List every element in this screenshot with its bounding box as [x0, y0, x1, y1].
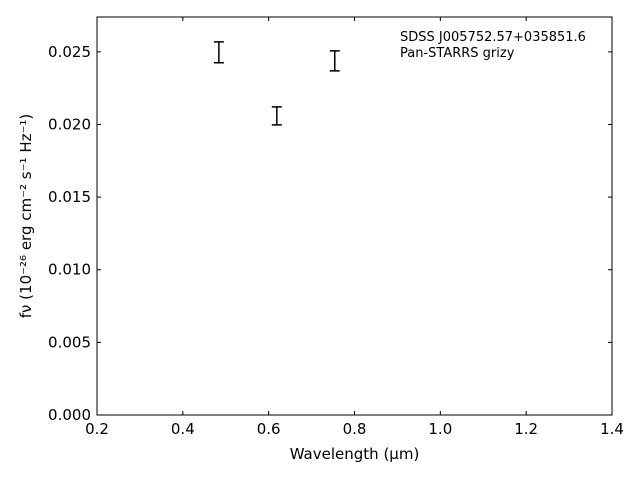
y-tick-label: 0.015 — [48, 188, 91, 206]
y-tick-label: 0.025 — [48, 43, 91, 61]
y-tick-label: 0.005 — [48, 333, 91, 351]
plot-frame — [96, 16, 613, 416]
y-tick-label: 0.010 — [48, 261, 91, 279]
x-axis-label: Wavelength (μm) — [290, 445, 420, 463]
x-tick-label: 1.0 — [428, 420, 452, 438]
x-tick-label: 0.8 — [343, 420, 367, 438]
error-bar — [329, 50, 340, 72]
y-tick-label: 0.020 — [48, 115, 91, 133]
annotation: Pan-STARRS grizy — [400, 46, 515, 61]
x-tick-label: 0.4 — [171, 420, 195, 438]
y-tick-label: 0.000 — [48, 406, 91, 424]
error-bar — [213, 41, 224, 64]
x-tick-label: 0.6 — [257, 420, 281, 438]
annotation: SDSS J005752.57+035851.6 — [400, 30, 586, 45]
error-bar — [271, 106, 282, 126]
y-axis-label: fν (10⁻²⁶ erg cm⁻² s⁻¹ Hz⁻¹) — [17, 114, 35, 319]
x-tick-label: 0.2 — [85, 420, 109, 438]
x-tick-label: 1.4 — [600, 420, 624, 438]
x-tick-label: 1.2 — [514, 420, 538, 438]
